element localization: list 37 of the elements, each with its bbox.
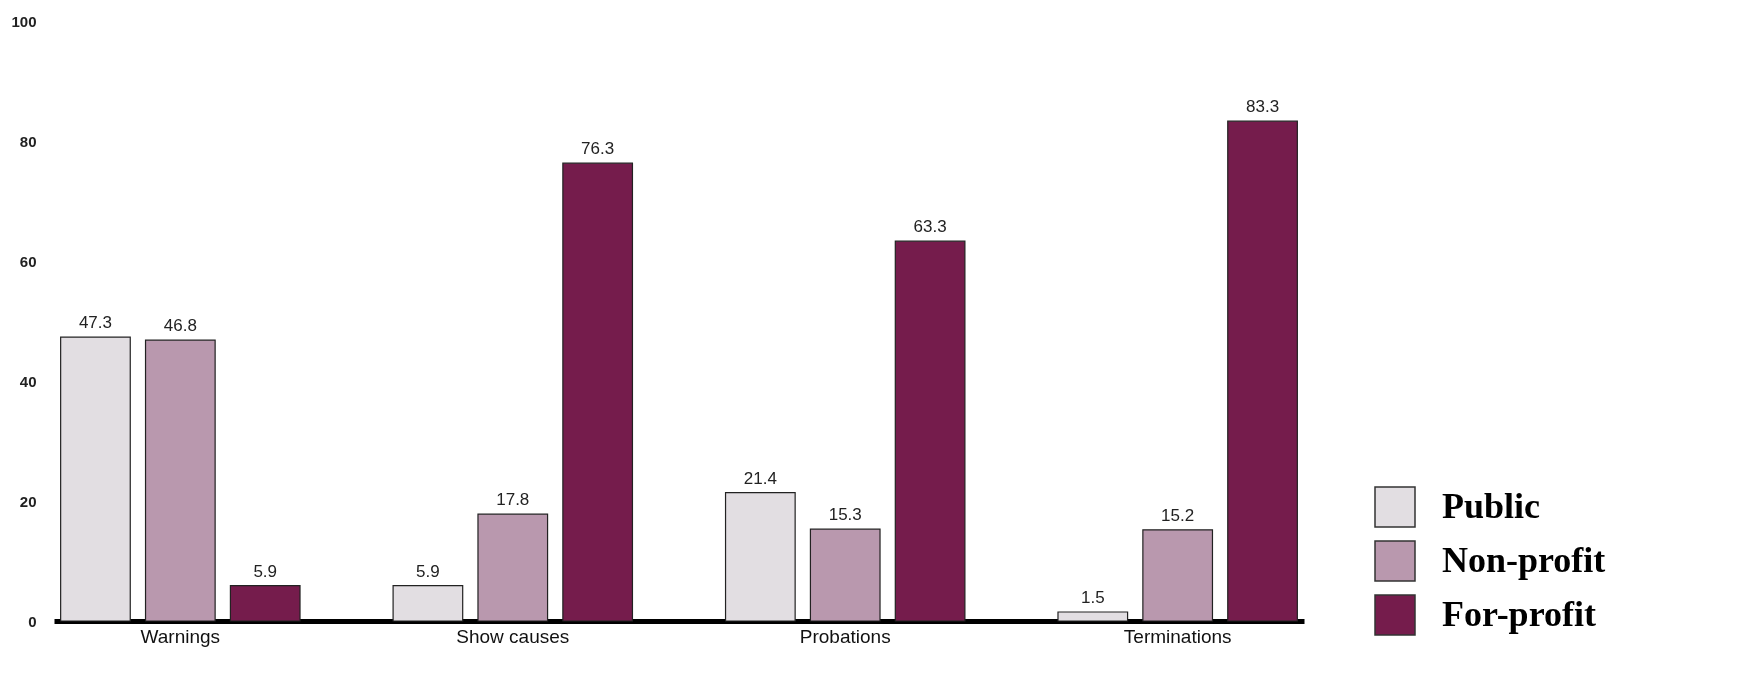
data-label: 15.2 [1161,505,1195,525]
bar [894,240,966,622]
data-label: 21.4 [743,468,777,488]
data-label: 76.3 [581,139,615,159]
y-tick-label: 100 [11,12,37,30]
bar [144,339,216,622]
bar [809,528,881,622]
bar [1057,611,1129,622]
bar [229,585,301,622]
y-tick-label: 60 [19,252,37,270]
y-tick-label: 0 [28,612,37,630]
bar [1142,529,1214,622]
y-tick-label: 20 [19,492,37,510]
data-label: 47.3 [78,313,112,333]
bar [562,162,634,622]
legend-label: Public [1442,486,1541,526]
legend-label: For-profit [1442,594,1596,634]
data-label: 17.8 [496,490,530,510]
bar [477,513,549,622]
data-label: 63.3 [913,217,947,237]
data-label: 15.3 [828,505,862,525]
data-label: 5.9 [253,561,278,581]
y-tick-label: 80 [19,132,37,150]
data-label: 1.5 [1080,588,1105,607]
bar [724,492,796,622]
y-tick-label: 40 [19,372,37,390]
data-label: 83.3 [1246,97,1280,117]
x-tick-label: Show causes [456,625,570,647]
bar [392,585,464,622]
bar [60,336,131,622]
legend-label: Non-profit [1442,540,1606,580]
x-tick-label: Warnings [140,625,221,647]
data-label: 46.8 [163,316,197,336]
x-tick-label: Terminations [1123,625,1232,647]
bar [1227,120,1298,622]
x-tick-label: Probations [799,625,891,647]
data-label: 5.9 [416,561,440,581]
